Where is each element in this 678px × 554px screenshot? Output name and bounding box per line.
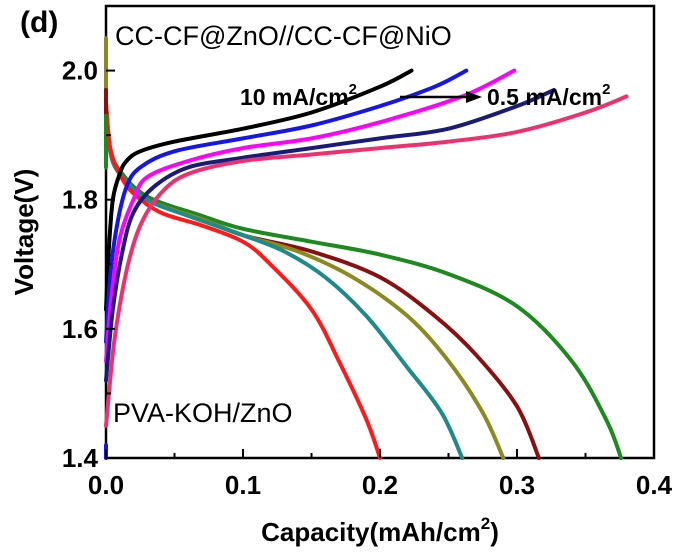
- plot-frame: [104, 4, 656, 460]
- x-tick-label: 0.4: [636, 470, 673, 500]
- annotation-left-sup: 2: [349, 81, 357, 98]
- x-tick-label: 0.0: [88, 470, 124, 500]
- annotation-right-text: 0.5 mA/cm: [487, 84, 602, 110]
- y-axis-label: Voltage(V): [9, 169, 39, 296]
- y-tick-label: 1.8: [62, 185, 98, 215]
- electrolyte-label: PVA-KOH/ZnO: [113, 398, 293, 428]
- y-tick-label: 1.4: [62, 443, 99, 473]
- x-tick-label: 0.2: [362, 470, 398, 500]
- x-axis-label-close: ): [490, 517, 499, 547]
- annotation-left: 10 mA/cm2: [240, 81, 357, 110]
- charge-curve-4: [104, 94, 629, 428]
- annotation-arrowhead: [466, 91, 482, 103]
- annotation-right: 0.5 mA/cm2: [487, 81, 610, 110]
- x-tick-label: 0.1: [225, 470, 261, 500]
- charge-curve-1: [104, 68, 469, 344]
- charge-curve-2: [104, 68, 517, 364]
- curves: [103, 36, 629, 460]
- annotation-right-sup: 2: [602, 81, 610, 98]
- y-tick-label: 1.6: [62, 314, 98, 344]
- x-tick-label: 0.3: [499, 470, 535, 500]
- annotation-left-text: 10 mA/cm: [240, 84, 349, 110]
- chart-title: CC-CF@ZnO//CC-CF@NiO: [115, 21, 452, 51]
- y-tick-label: 2.0: [62, 56, 98, 86]
- x-axis-label: Capacity(mAh/cm2): [261, 514, 499, 547]
- panel-label: (d): [20, 6, 58, 39]
- x-axis-label-sup: 2: [481, 514, 490, 533]
- ticks: 0.0 0.1 0.2 0.3 0.4 1.4 1.6 1.8 2.0: [62, 5, 673, 500]
- x-axis-label-text: Capacity(mAh/cm: [261, 517, 481, 547]
- charge-curve-3: [104, 87, 556, 383]
- charge-curve-0: [104, 68, 414, 312]
